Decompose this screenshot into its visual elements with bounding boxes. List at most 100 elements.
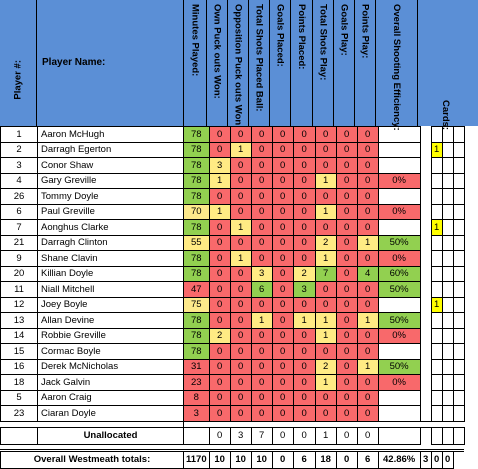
black-card-cell[interactable] <box>452 141 465 158</box>
stat-cell[interactable]: 1 <box>229 219 252 236</box>
total-cell[interactable]: 10 <box>250 449 273 469</box>
player-number-cell[interactable]: 20 <box>0 265 38 282</box>
stat-cell[interactable]: 0 <box>229 389 252 406</box>
black-card-cell[interactable] <box>452 426 465 445</box>
efficiency-cell[interactable] <box>377 343 421 360</box>
black-card-cell[interactable] <box>452 405 465 422</box>
stat-cell[interactable]: 0 <box>250 374 273 391</box>
column-header-cell[interactable]: Overall Shooting Efficiency: <box>376 0 418 131</box>
efficiency-cell[interactable] <box>377 126 421 143</box>
player-name-cell[interactable]: Tommy Doyle <box>37 188 184 205</box>
yellow-card-cell[interactable] <box>430 405 443 422</box>
stat-cell[interactable]: 23 <box>183 374 210 391</box>
stat-cell[interactable]: 75 <box>183 296 210 313</box>
stat-cell[interactable]: 0 <box>271 126 294 143</box>
player-number-cell[interactable]: 6 <box>0 203 38 220</box>
stat-cell[interactable]: 78 <box>183 250 210 267</box>
stat-cell[interactable]: 0 <box>271 426 294 445</box>
stat-cell[interactable]: 0 <box>335 389 358 406</box>
stat-cell[interactable]: 0 <box>356 157 379 174</box>
red-card-cell[interactable] <box>441 281 454 298</box>
stat-cell[interactable]: 0 <box>292 296 316 313</box>
stat-cell[interactable]: 2 <box>314 358 337 375</box>
stat-cell[interactable]: 0 <box>356 389 379 406</box>
stat-cell[interactable]: 2 <box>208 327 231 344</box>
player-number-cell[interactable]: 1 <box>0 126 38 143</box>
stat-cell[interactable]: 0 <box>335 312 358 329</box>
stat-cell[interactable]: 0 <box>335 203 358 220</box>
stat-cell[interactable]: 0 <box>356 203 379 220</box>
stat-cell[interactable]: 0 <box>335 234 358 251</box>
yellow-card-cell[interactable] <box>430 374 443 391</box>
stat-cell[interactable]: 0 <box>314 219 337 236</box>
stat-cell[interactable]: 0 <box>250 172 273 189</box>
stat-cell[interactable]: 0 <box>292 374 316 391</box>
black-card-cell[interactable] <box>452 250 465 267</box>
player-number-cell[interactable]: 5 <box>0 389 38 406</box>
stat-cell[interactable]: 0 <box>229 296 252 313</box>
player-number-cell[interactable]: 13 <box>0 312 38 329</box>
efficiency-cell[interactable]: 60% <box>377 265 421 282</box>
black-card-cell[interactable] <box>452 358 465 375</box>
stat-cell[interactable]: 1 <box>314 172 337 189</box>
yellow-card-cell[interactable] <box>430 172 443 189</box>
spacer-cell[interactable] <box>419 312 432 328</box>
column-header-cell[interactable]: Goals Play: <box>334 0 355 126</box>
stat-cell[interactable]: 0 <box>208 265 231 282</box>
stat-cell[interactable]: 0 <box>356 405 379 422</box>
stat-cell[interactable]: 0 <box>250 188 273 205</box>
spacer-cell[interactable] <box>419 374 432 390</box>
stat-cell[interactable]: 0 <box>250 389 273 406</box>
red-card-cell[interactable] <box>441 126 454 143</box>
black-card-cell[interactable] <box>452 203 465 220</box>
efficiency-cell[interactable] <box>377 157 421 174</box>
yellow-card-cell[interactable]: 1 <box>430 219 443 236</box>
black-card-cell[interactable] <box>452 172 465 189</box>
yellow-card-cell[interactable] <box>430 343 443 360</box>
stat-cell[interactable]: 0 <box>229 327 252 344</box>
red-card-cell[interactable] <box>441 296 454 313</box>
stat-cell[interactable]: 0 <box>250 126 273 143</box>
stat-cell[interactable]: 0 <box>335 188 358 205</box>
stat-cell[interactable]: 0 <box>335 265 358 282</box>
stat-cell[interactable]: 1 <box>208 203 231 220</box>
stat-cell[interactable]: 78 <box>183 126 210 143</box>
efficiency-cell[interactable]: 0% <box>377 203 421 220</box>
player-name-cell[interactable]: Killian Doyle <box>37 265 184 282</box>
stat-cell[interactable]: 4 <box>356 265 379 282</box>
total-card-cell[interactable]: 0 <box>441 449 454 469</box>
player-name-cell[interactable]: Robbie Greville <box>37 327 184 344</box>
efficiency-cell[interactable] <box>377 426 421 445</box>
stat-cell[interactable]: 0 <box>271 203 294 220</box>
player-number-cell[interactable]: 26 <box>0 188 38 205</box>
stat-cell[interactable]: 0 <box>271 281 294 298</box>
spacer-cell[interactable] <box>419 297 432 313</box>
red-card-cell[interactable] <box>441 203 454 220</box>
stat-cell[interactable]: 0 <box>356 281 379 298</box>
stat-cell[interactable]: 0 <box>208 188 231 205</box>
stat-cell[interactable]: 1 <box>229 141 252 158</box>
stat-cell[interactable]: 0 <box>250 157 273 174</box>
total-cell[interactable]: 0 <box>335 449 358 469</box>
stat-cell[interactable]: 0 <box>250 343 273 360</box>
stat-cell[interactable]: 0 <box>271 234 294 251</box>
stat-cell[interactable]: 78 <box>183 157 210 174</box>
red-card-cell[interactable] <box>441 358 454 375</box>
total-efficiency-cell[interactable]: 42.86% <box>377 449 421 469</box>
stat-cell[interactable]: 1 <box>356 234 379 251</box>
stat-cell[interactable]: 0 <box>292 234 316 251</box>
spacer-cell[interactable] <box>419 142 432 158</box>
stat-cell[interactable]: 2 <box>292 265 316 282</box>
stat-cell[interactable]: 0 <box>314 126 337 143</box>
spacer-cell[interactable] <box>419 328 432 344</box>
stat-cell[interactable]: 8 <box>183 389 210 406</box>
stat-cell[interactable]: 0 <box>356 296 379 313</box>
stat-cell[interactable]: 0 <box>292 426 316 445</box>
stat-cell[interactable]: 78 <box>183 188 210 205</box>
stat-cell[interactable]: 0 <box>208 219 231 236</box>
spacer-cell[interactable] <box>419 390 432 406</box>
efficiency-cell[interactable] <box>377 188 421 205</box>
column-header-cell[interactable]: Points Play: <box>355 0 376 126</box>
stat-cell[interactable]: 0 <box>356 188 379 205</box>
stat-cell[interactable]: 78 <box>183 343 210 360</box>
